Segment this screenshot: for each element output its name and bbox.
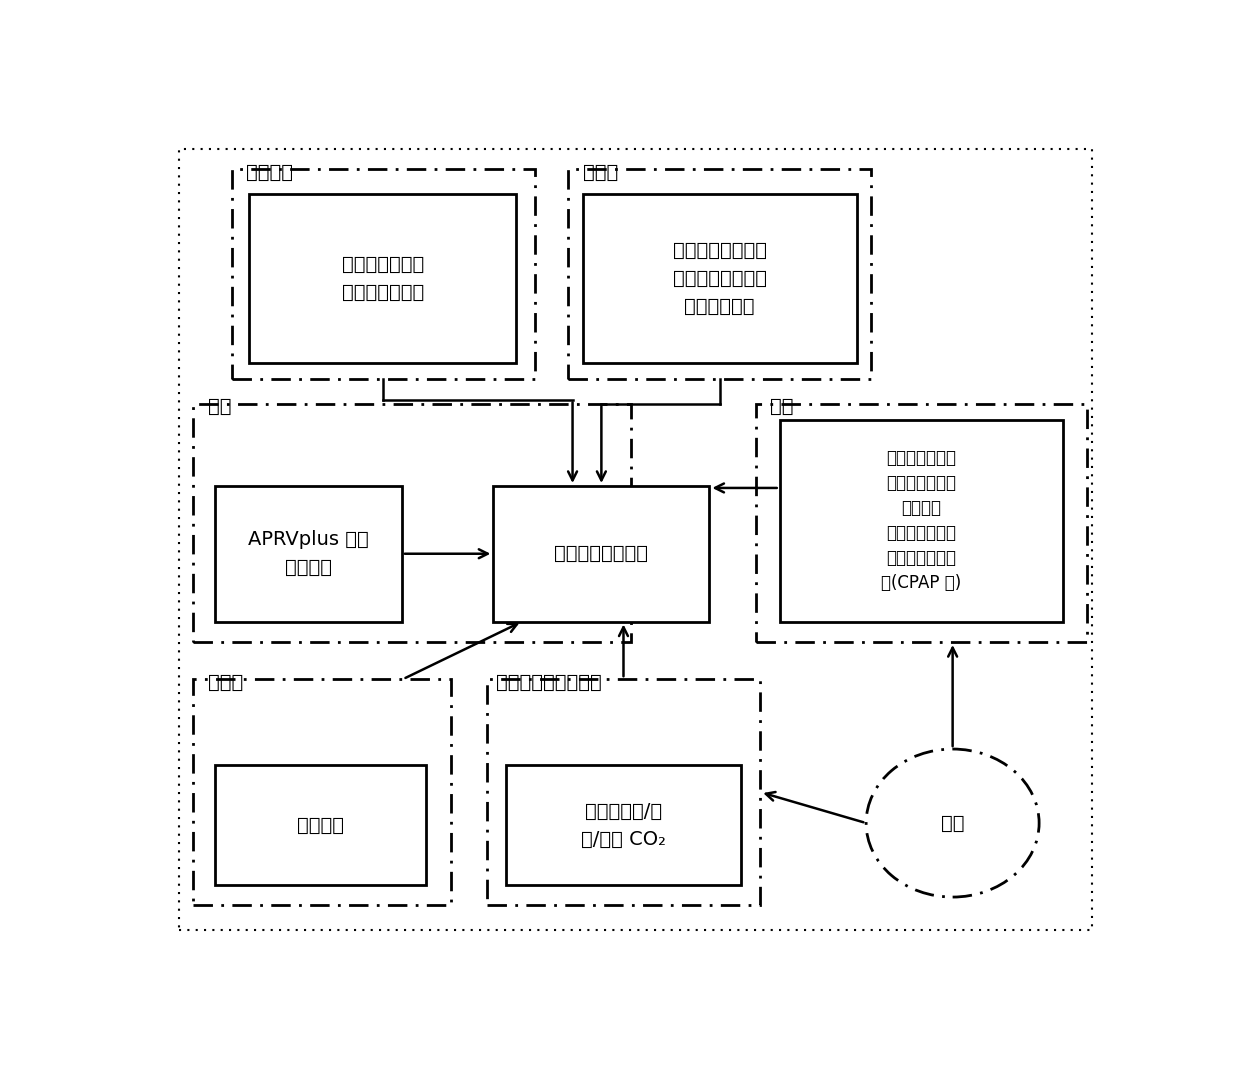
FancyBboxPatch shape	[486, 679, 760, 906]
FancyBboxPatch shape	[583, 194, 857, 362]
Text: 选择功能，输入
病情信息和指标: 选择功能，输入 病情信息和指标	[342, 255, 424, 302]
Text: 微电脑电子控制器: 微电脑电子控制器	[554, 545, 649, 563]
FancyBboxPatch shape	[494, 486, 709, 622]
FancyBboxPatch shape	[232, 169, 534, 379]
FancyBboxPatch shape	[780, 420, 1063, 622]
Text: APRVplus 智能
程序模块: APRVplus 智能 程序模块	[248, 530, 368, 577]
Text: 操作面板: 操作面板	[247, 162, 294, 182]
FancyBboxPatch shape	[179, 148, 1092, 930]
FancyBboxPatch shape	[568, 169, 870, 379]
Text: 血流动力学/血
氧/呼末 CO₂: 血流动力学/血 氧/呼末 CO₂	[582, 802, 666, 849]
Text: 远程控制: 远程控制	[296, 816, 343, 834]
Text: 电路: 电路	[208, 397, 232, 415]
Text: 病人: 病人	[941, 814, 965, 833]
Text: 云技术: 云技术	[208, 673, 243, 691]
Text: 相关生理参数传感器: 相关生理参数传感器	[496, 673, 601, 691]
FancyBboxPatch shape	[193, 679, 451, 906]
FancyBboxPatch shape	[506, 766, 742, 884]
FancyBboxPatch shape	[755, 404, 1087, 642]
FancyBboxPatch shape	[215, 486, 402, 622]
Text: 显示生理参数、发
出警报信息，显示
急救处理路径: 显示生理参数、发 出警报信息，显示 急救处理路径	[672, 240, 766, 316]
Text: 显示器: 显示器	[583, 162, 618, 182]
Text: 气路: 气路	[770, 397, 794, 415]
FancyBboxPatch shape	[249, 194, 516, 362]
FancyBboxPatch shape	[215, 766, 427, 884]
Text: 吸气呼气回路流
量传感器和压力
传感器；
呼气回路压力释
放阀，比例电磁
阀(CPAP 阀): 吸气呼气回路流 量传感器和压力 传感器； 呼气回路压力释 放阀，比例电磁 阀(C…	[882, 450, 961, 593]
FancyBboxPatch shape	[193, 404, 631, 642]
